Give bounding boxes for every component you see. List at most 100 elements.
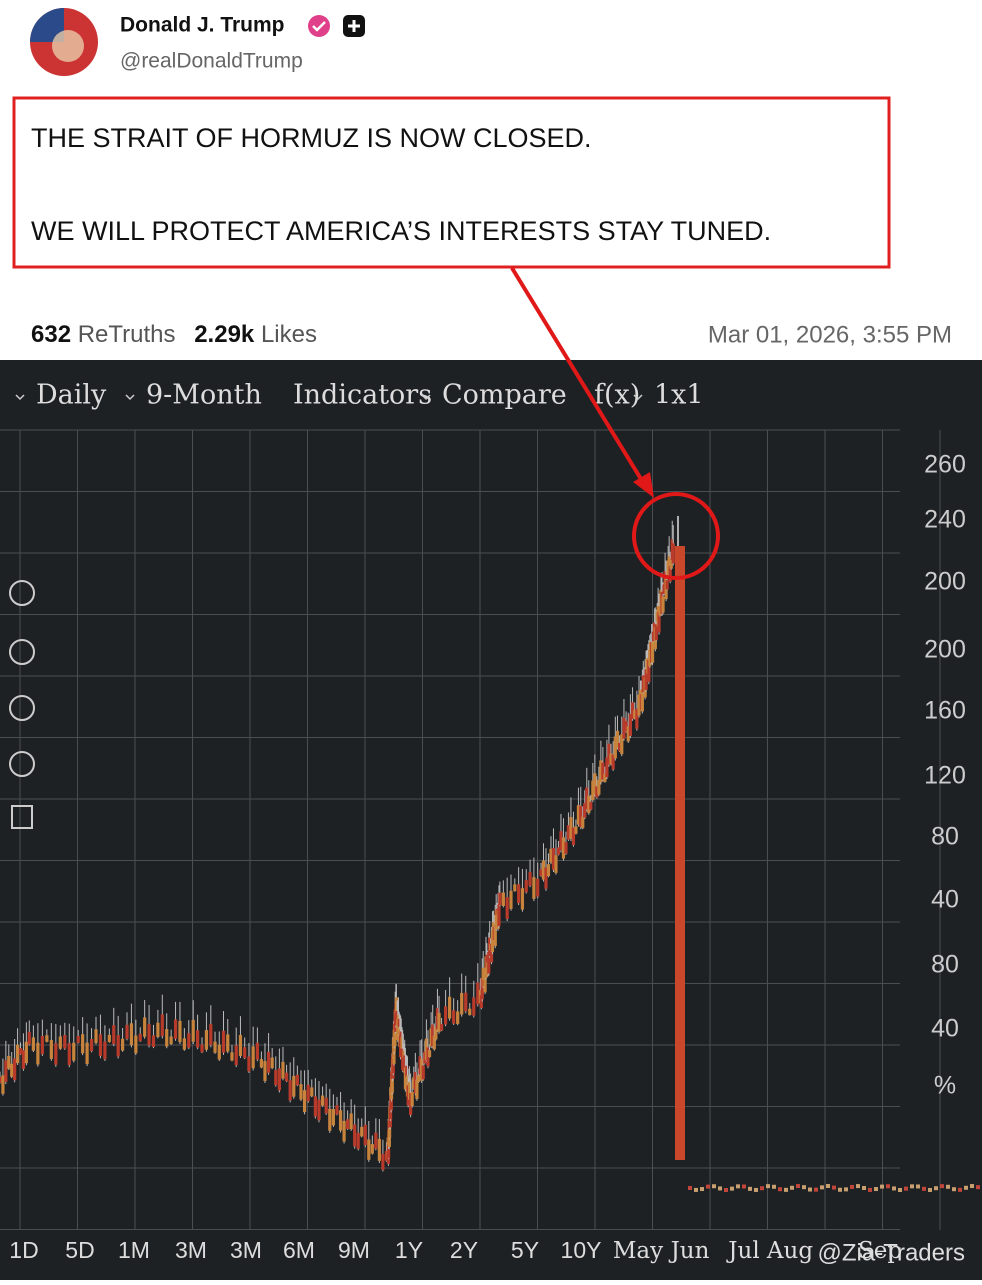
candle-body <box>748 1186 752 1191</box>
candle-body <box>892 1186 896 1191</box>
tool-icon[interactable] <box>9 695 35 721</box>
candle-body <box>668 565 672 582</box>
candle-body <box>661 596 665 613</box>
candle-body <box>400 1037 404 1049</box>
candle-body <box>730 1186 734 1191</box>
candle-body <box>387 1131 391 1147</box>
candle-body <box>63 1035 67 1049</box>
candle-body <box>618 742 622 752</box>
candle-body <box>658 605 662 616</box>
x-label: 5D <box>65 1237 94 1263</box>
candle-body <box>349 1113 353 1130</box>
candle-body <box>49 1040 53 1059</box>
candle-body <box>760 1186 764 1191</box>
candle-body <box>490 930 495 953</box>
candle-body <box>363 1124 367 1146</box>
candle-body <box>54 1043 58 1065</box>
candle-body <box>134 1035 138 1054</box>
candle-body <box>844 1187 848 1192</box>
candle-body <box>129 1023 134 1046</box>
candle-body <box>970 1184 974 1189</box>
candle-body <box>597 779 601 795</box>
candle-body <box>648 649 652 667</box>
x-label: 6M <box>283 1237 315 1263</box>
toolbar-item[interactable]: Indicators <box>293 380 432 411</box>
candle-body <box>706 1184 710 1189</box>
candle-body <box>576 805 581 825</box>
likes-label: Likes <box>261 321 317 348</box>
y-label: 80 <box>931 823 959 851</box>
toolbar-item[interactable]: f(x) <box>594 380 640 411</box>
avatar[interactable] <box>30 8 98 76</box>
author-name[interactable]: Donald J. Trump <box>120 14 285 37</box>
candle-body <box>221 1030 226 1053</box>
candle-body <box>559 831 563 851</box>
candle-body <box>624 720 628 732</box>
post-text: THE STRAIT OF HORMUZ IS NOW CLOSED. <box>31 123 592 153</box>
stats[interactable]: 632 ReTruths 2.29k Likes <box>31 321 317 348</box>
candle-body <box>628 713 632 736</box>
candle-body <box>952 1187 956 1192</box>
y-labels: 260 240 200 200 160 120 80 40 80 40% <box>924 451 966 1100</box>
candle-body <box>234 1045 238 1066</box>
side-tools <box>9 580 35 829</box>
candle-body <box>360 1126 364 1137</box>
candle-body <box>328 1108 332 1131</box>
tool-icon[interactable] <box>9 751 35 777</box>
arrow-line <box>510 266 646 486</box>
candle-body <box>40 1035 44 1055</box>
candle-body <box>958 1187 962 1192</box>
candle-body <box>595 786 599 798</box>
candle-body <box>554 855 558 873</box>
candle-body <box>182 1038 186 1050</box>
author-handle[interactable]: @realDonaldTrump <box>120 50 303 73</box>
candle-body <box>324 1097 328 1114</box>
candle-body <box>541 860 546 880</box>
candle-body <box>431 1024 435 1047</box>
candle-body <box>270 1057 274 1069</box>
candle-body <box>405 1065 409 1078</box>
candle-body <box>331 1109 335 1126</box>
candle-body <box>671 543 675 564</box>
candle-body <box>784 1187 788 1192</box>
candle-body <box>694 1187 698 1192</box>
candle-body <box>18 1048 23 1055</box>
candle-body <box>306 1084 310 1102</box>
tool-icon[interactable] <box>11 805 33 829</box>
candle-body <box>566 825 571 840</box>
tool-icon[interactable] <box>9 580 35 606</box>
candle-body <box>593 773 597 795</box>
post-background <box>0 0 982 360</box>
candle-body <box>850 1184 854 1189</box>
candle-body <box>204 1030 209 1050</box>
dropdown-caret <box>421 394 431 401</box>
candle-body <box>434 1027 438 1040</box>
tool-icon[interactable] <box>9 639 35 665</box>
candle-body <box>501 892 505 906</box>
post-text: WE WILL PROTECT AMERICA’S INTERESTS STAY… <box>31 216 771 246</box>
toolbar-item[interactable]: 1x1 <box>654 380 704 411</box>
retruths-count: 632 <box>31 321 71 348</box>
candle-body <box>485 954 489 968</box>
x-label: Jun <box>669 1238 710 1264</box>
candle-body <box>346 1119 350 1129</box>
toolbar-item[interactable]: 9-Month <box>146 380 262 411</box>
candle-body <box>976 1185 980 1190</box>
candle-body <box>497 904 501 927</box>
candle-body <box>209 1024 213 1046</box>
candle-body <box>58 1036 62 1049</box>
candle-body <box>310 1087 314 1097</box>
candle-body <box>868 1187 872 1192</box>
toolbar-item[interactable]: Compare <box>442 380 567 411</box>
toolbar-item[interactable]: Daily <box>36 380 107 411</box>
candle-body <box>67 1043 71 1066</box>
candle-body <box>742 1184 746 1189</box>
verified-badge <box>308 15 330 37</box>
candle-body <box>226 1034 230 1052</box>
arrow-head <box>633 472 654 498</box>
candle-body <box>551 848 556 870</box>
candle-body <box>7 1055 11 1069</box>
candle-body <box>160 1014 164 1037</box>
candle-body <box>934 1186 938 1191</box>
